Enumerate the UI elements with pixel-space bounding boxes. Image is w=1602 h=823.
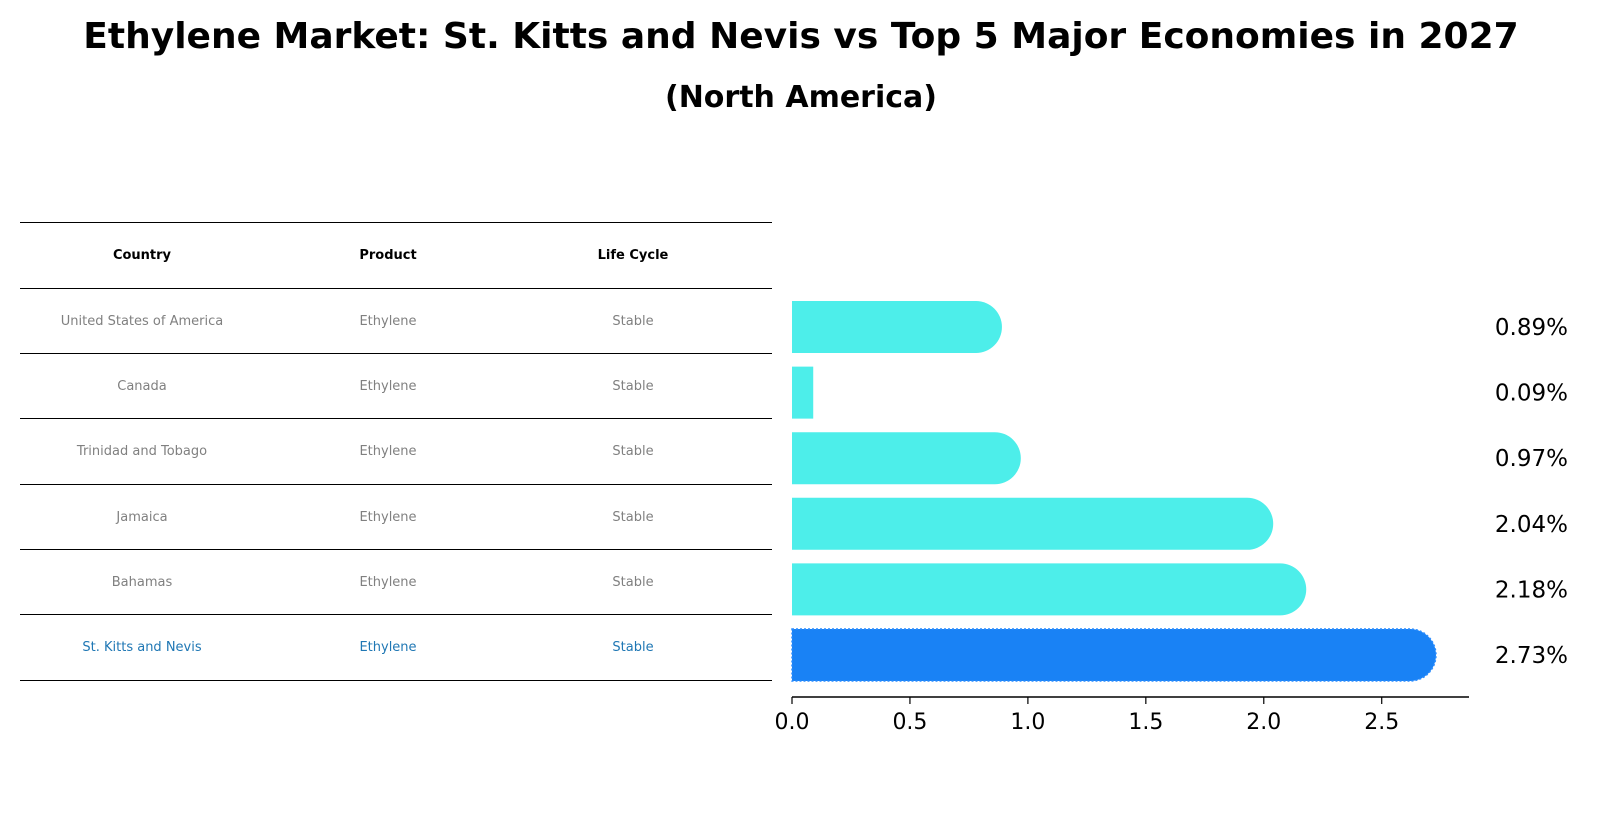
value-label: 2.04% [1495, 512, 1568, 538]
cell-product: Ethylene [359, 378, 417, 394]
value-label: 2.18% [1495, 577, 1568, 603]
table-rule [20, 353, 772, 354]
table-rule [20, 549, 772, 550]
cell-country: Canada [117, 378, 167, 394]
table-rule [20, 288, 772, 289]
bar [792, 366, 814, 419]
table-rule [20, 484, 772, 485]
cell-country: United States of America [60, 313, 224, 329]
bar [792, 497, 1274, 550]
cell-product: Ethylene [359, 574, 417, 590]
table-rule [20, 418, 772, 419]
cell-life-cycle: Stable [612, 574, 654, 590]
value-label: 0.97% [1495, 446, 1568, 472]
x-tick-label: 1.0 [1010, 710, 1045, 735]
value-label: 2.73% [1495, 643, 1568, 669]
cell-country: Trinidad and Tobago [76, 443, 208, 459]
table-row: Jamaica Ethylene Stable [20, 484, 772, 550]
bar [792, 432, 1021, 485]
cell-life-cycle: Stable [612, 509, 654, 525]
table-rule [20, 680, 772, 681]
header-product: Product [359, 247, 417, 263]
table-row: Trinidad and Tobago Ethylene Stable [20, 418, 772, 484]
x-tick-label: 2.5 [1364, 710, 1399, 735]
cell-life-cycle: Stable [612, 378, 654, 394]
header-country: Country [112, 247, 172, 263]
header-life-cycle: Life Cycle [597, 247, 669, 263]
x-tick-label: 0.5 [892, 710, 927, 735]
table-row: Bahamas Ethylene Stable [20, 549, 772, 615]
cell-country: St. Kitts and Nevis [82, 639, 202, 655]
cell-life-cycle: Stable [612, 313, 654, 329]
bar [792, 301, 1002, 353]
x-tick-label: 1.5 [1128, 710, 1163, 735]
table-rule [20, 614, 772, 615]
value-label: 0.09% [1495, 381, 1568, 407]
cell-country: Bahamas [111, 574, 173, 590]
table-row: United States of America Ethylene Stable [20, 288, 772, 354]
cell-country: Jamaica [116, 509, 168, 525]
table-row-highlight: St. Kitts and Nevis Ethylene Stable [20, 614, 772, 680]
chart-title: Ethylene Market: St. Kitts and Nevis vs … [83, 16, 1519, 57]
bar [792, 563, 1307, 616]
cell-life-cycle: Stable [612, 639, 654, 655]
chart-subtitle: (North America) [664, 80, 937, 115]
cell-life-cycle: Stable [612, 443, 654, 459]
cell-product: Ethylene [359, 639, 417, 655]
cell-product: Ethylene [359, 313, 417, 329]
table-row: Canada Ethylene Stable [20, 353, 772, 419]
cell-product: Ethylene [359, 443, 417, 459]
value-label: 0.89% [1495, 315, 1568, 341]
x-tick-label: 2.0 [1246, 710, 1281, 735]
bar-highlight [791, 628, 1437, 682]
cell-product: Ethylene [359, 509, 417, 525]
table-rule [20, 222, 772, 223]
x-tick-label: 0.0 [775, 710, 810, 735]
table-header-row: Country Product Life Cycle [20, 222, 772, 288]
